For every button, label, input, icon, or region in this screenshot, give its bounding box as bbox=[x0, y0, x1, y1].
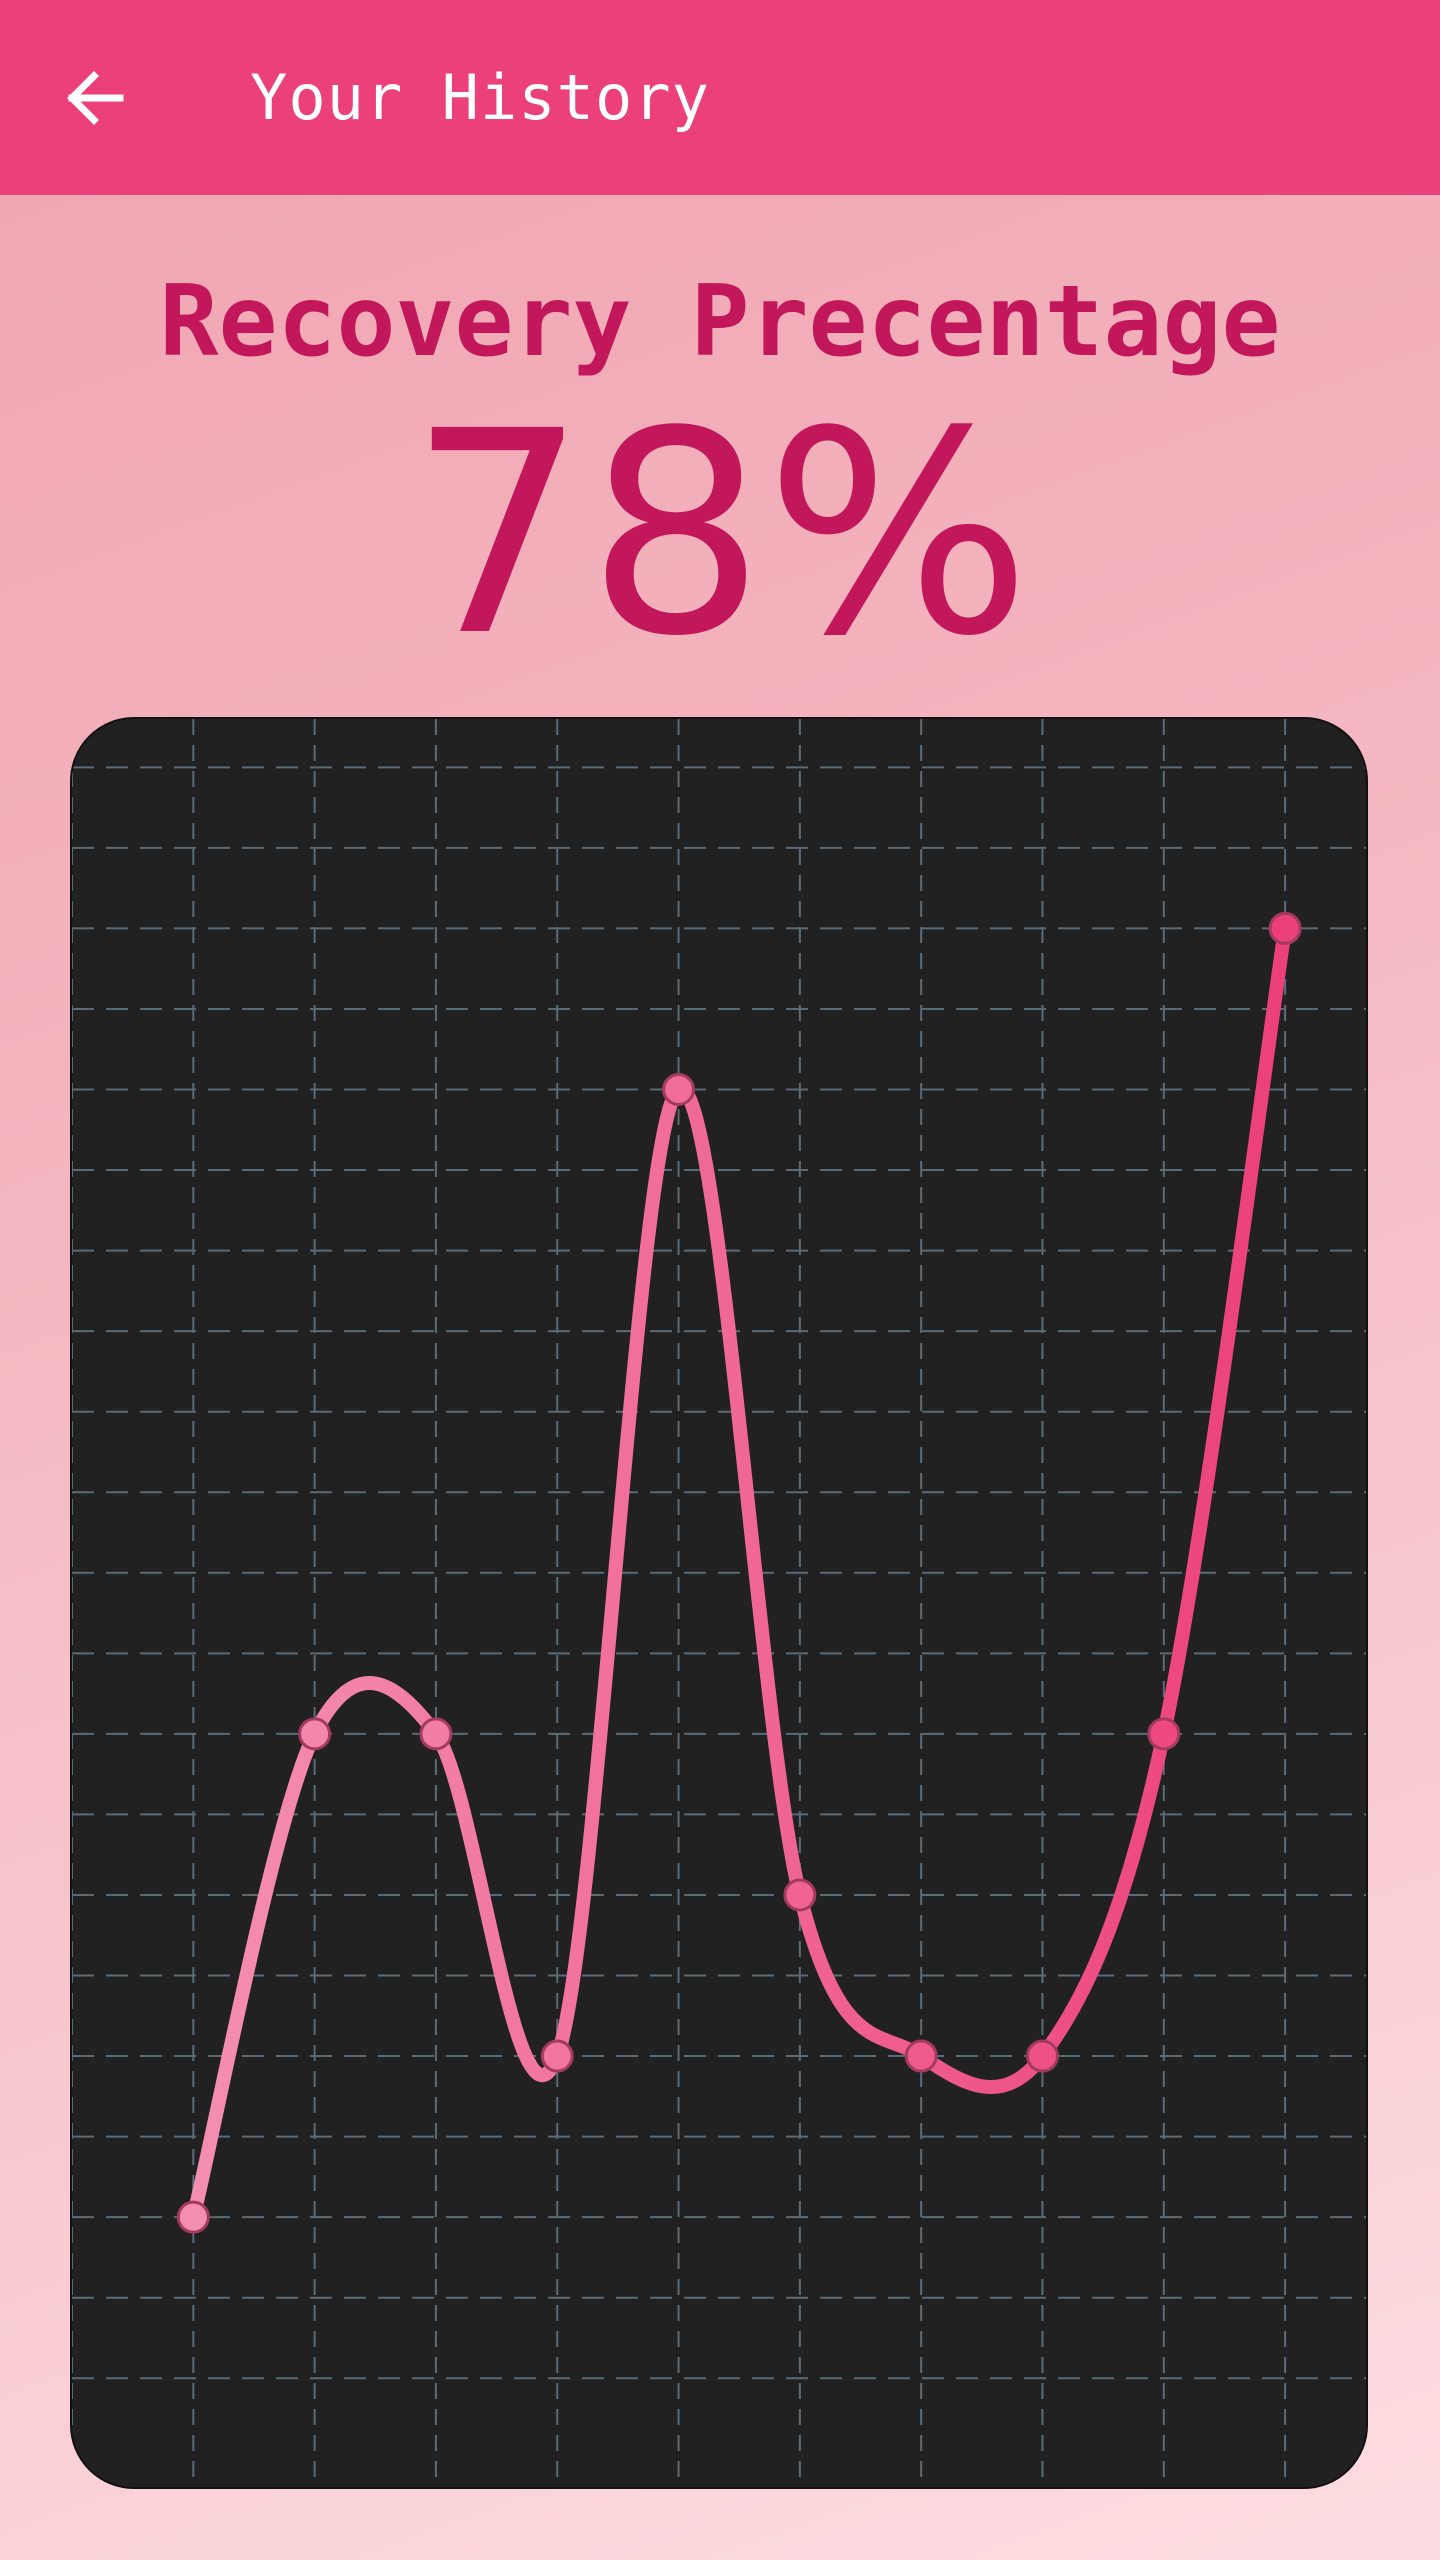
data-point bbox=[176, 2200, 210, 2234]
data-point bbox=[298, 1717, 332, 1751]
recovery-heading: Recovery Precentage bbox=[159, 265, 1281, 379]
data-point bbox=[1025, 2039, 1059, 2073]
data-point bbox=[1268, 911, 1302, 945]
chart-grid bbox=[72, 719, 1366, 2487]
data-point bbox=[540, 2039, 574, 2073]
data-point bbox=[904, 2039, 938, 2073]
page-title: Your History bbox=[250, 61, 710, 134]
series-line bbox=[186, 921, 1293, 2225]
back-button[interactable] bbox=[58, 58, 138, 138]
data-point bbox=[419, 1717, 453, 1751]
app-bar: Your History bbox=[0, 0, 1440, 195]
data-point bbox=[1147, 1717, 1181, 1751]
recovery-percentage-value: 78% bbox=[408, 372, 1032, 698]
line-chart bbox=[72, 719, 1366, 2487]
data-point bbox=[662, 1073, 696, 1107]
data-point bbox=[783, 1878, 817, 1912]
arrow-left-icon bbox=[67, 71, 124, 125]
history-chart bbox=[70, 717, 1368, 2489]
